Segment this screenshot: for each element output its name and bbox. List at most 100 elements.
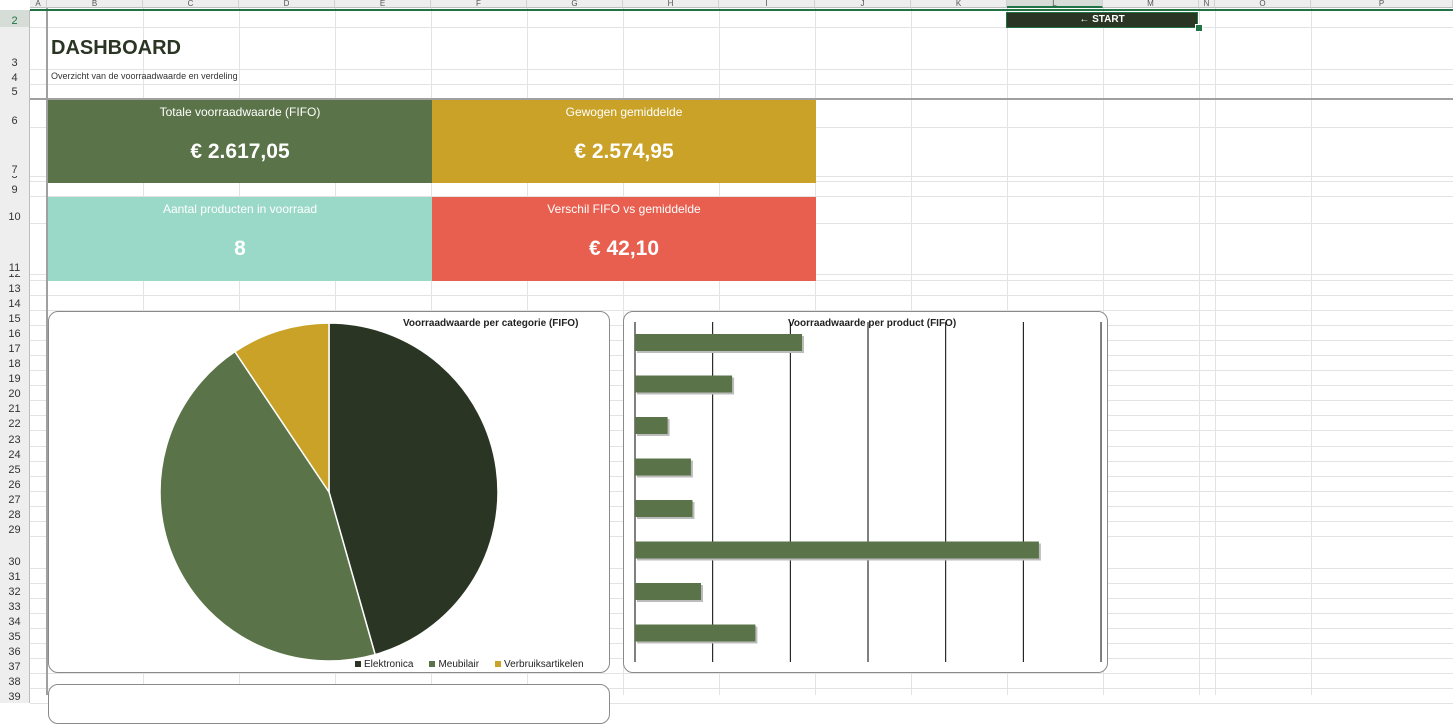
row-header-38[interactable]: 38 (0, 673, 30, 688)
row-header-30[interactable]: 30 (0, 536, 30, 568)
frozen-pane-line-vertical (46, 8, 48, 695)
row-header-6[interactable]: 6 (0, 98, 30, 127)
row-header-28[interactable]: 28 (0, 506, 30, 521)
pie-chart-legend: Elektronica Meubilair Verbruiksartikelen (355, 659, 584, 670)
row-header-21[interactable]: 21 (0, 400, 30, 415)
pie-slice-verbruiksartikelen (233, 322, 330, 495)
row-header-31[interactable]: 31 (0, 568, 30, 583)
column-header-n[interactable]: N (1199, 0, 1215, 8)
page-subtitle: Overzicht van de voorraadwaarde en verde… (51, 71, 238, 81)
column-header-j[interactable]: J (815, 0, 911, 8)
column-header-a[interactable]: A (30, 0, 47, 8)
row-header-17[interactable]: 17 (0, 340, 30, 355)
bar-product-1 (635, 334, 802, 351)
row-header-20[interactable]: 20 (0, 385, 30, 400)
gridline-vertical (1199, 8, 1200, 695)
column-header-p[interactable]: P (1311, 0, 1453, 8)
pie-chart-title: Voorraadwaarde per categorie (FIFO) (403, 318, 579, 329)
column-header-f[interactable]: F (431, 0, 527, 8)
chart-card-partial[interactable] (48, 684, 610, 724)
gridline-horizontal (30, 196, 1453, 197)
column-header-g[interactable]: G (527, 0, 623, 8)
gridline-horizontal (30, 673, 1453, 674)
legend-item-meubilair: Meubilair (429, 659, 479, 670)
row-header-18[interactable]: 18 (0, 355, 30, 370)
row-header-24[interactable]: 24 (0, 446, 30, 461)
kpi-tile-difference: Verschil FIFO vs gemiddelde € 42,10 (432, 197, 816, 281)
row-header-34[interactable]: 34 (0, 613, 30, 628)
row-header-14[interactable]: 14 (0, 295, 30, 310)
start-button[interactable]: ← START (1006, 12, 1198, 28)
kpi-label: Totale voorraadwaarde (FIFO) (159, 105, 321, 119)
column-header-o[interactable]: O (1215, 0, 1311, 8)
column-header-k[interactable]: K (911, 0, 1007, 8)
bar-product-5 (635, 500, 693, 517)
row-header-15[interactable]: 15 (0, 310, 30, 325)
row-header-36[interactable]: 36 (0, 643, 30, 658)
column-header-i[interactable]: I (719, 0, 815, 8)
gridline-horizontal (30, 295, 1453, 296)
bar-product-2 (635, 375, 733, 393)
row-header-37[interactable]: 37 (0, 658, 30, 673)
row-header-22[interactable]: 22 (0, 415, 30, 430)
row-header-39[interactable]: 39 (0, 688, 30, 703)
kpi-label: Verschil FIFO vs gemiddelde (547, 202, 701, 216)
row-header-23[interactable]: 23 (0, 430, 30, 446)
kpi-tile-weighted-average: Gewogen gemiddelde € 2.574,95 (432, 100, 816, 183)
row-header-29[interactable]: 29 (0, 521, 30, 536)
pie-chart-card[interactable]: Voorraadwaarde per categorie (FIFO) Elek… (48, 311, 610, 673)
pie-chart (159, 322, 499, 662)
bar-product-3 (635, 417, 668, 434)
column-header-m[interactable]: M (1103, 0, 1199, 8)
row-header-9[interactable]: 9 (0, 181, 30, 196)
row-header-8[interactable]: 8 (0, 176, 30, 181)
row-header-2[interactable]: 2 (0, 10, 30, 27)
bar-chart-card[interactable]: Voorraadwaarde per product (FIFO) (623, 311, 1108, 673)
bar-product-4 (635, 458, 691, 476)
gridline-horizontal (30, 69, 1453, 70)
kpi-label: Aantal producten in voorraad (162, 202, 318, 216)
bar-chart-title: Voorraadwaarde per product (FIFO) (788, 318, 957, 329)
legend-item-elektronica: Elektronica (355, 659, 413, 670)
bar-product-8 (635, 624, 756, 642)
bar-product-7 (635, 583, 702, 600)
gridline-horizontal (30, 310, 1453, 311)
kpi-tile-fifo-total: Totale voorraadwaarde (FIFO) € 2.617,05 (48, 100, 432, 183)
column-header-b[interactable]: B (47, 0, 143, 8)
column-header-c[interactable]: C (143, 0, 239, 8)
row-header-16[interactable]: 16 (0, 325, 30, 340)
row-header-27[interactable]: 27 (0, 491, 30, 506)
kpi-value: € 42,10 (588, 237, 660, 260)
row-header-32[interactable]: 32 (0, 583, 30, 598)
gridline-horizontal (30, 688, 1453, 689)
kpi-value: € 2.574,95 (574, 140, 674, 163)
row-header-11[interactable]: 11 (0, 223, 30, 274)
selection-handle[interactable] (1195, 24, 1203, 32)
row-header-35[interactable]: 35 (0, 628, 30, 643)
column-header-h[interactable]: H (623, 0, 719, 8)
bar-product-6 (635, 541, 1039, 559)
row-header-7[interactable]: 7 (0, 127, 30, 176)
row-header-19[interactable]: 19 (0, 370, 30, 385)
gridline-horizontal (30, 84, 1453, 85)
row-header-10[interactable]: 10 (0, 196, 30, 223)
row-header-25[interactable]: 25 (0, 461, 30, 476)
column-header-d[interactable]: D (239, 0, 335, 8)
kpi-tile-product-count: Aantal producten in voorraad 8 (48, 197, 432, 281)
row-header-3[interactable]: 3 (0, 27, 30, 69)
row-header-5[interactable]: 5 (0, 84, 30, 98)
row-header-33[interactable]: 33 (0, 598, 30, 613)
gridline-vertical (1215, 8, 1216, 695)
legend-item-verbruiksartikelen: Verbruiksartikelen (495, 659, 584, 670)
row-header-26[interactable]: 26 (0, 476, 30, 491)
pie-slice-meubilair (159, 350, 377, 662)
row-header-12[interactable]: 12 (0, 274, 30, 280)
kpi-value: € 2.617,05 (190, 140, 290, 163)
selected-row-border (30, 9, 1453, 11)
row-header-13[interactable]: 13 (0, 280, 30, 295)
column-header-l[interactable]: L (1007, 0, 1103, 8)
row-header-4[interactable]: 4 (0, 69, 30, 84)
gridline-vertical (1311, 8, 1312, 695)
column-header-e[interactable]: E (335, 0, 431, 8)
